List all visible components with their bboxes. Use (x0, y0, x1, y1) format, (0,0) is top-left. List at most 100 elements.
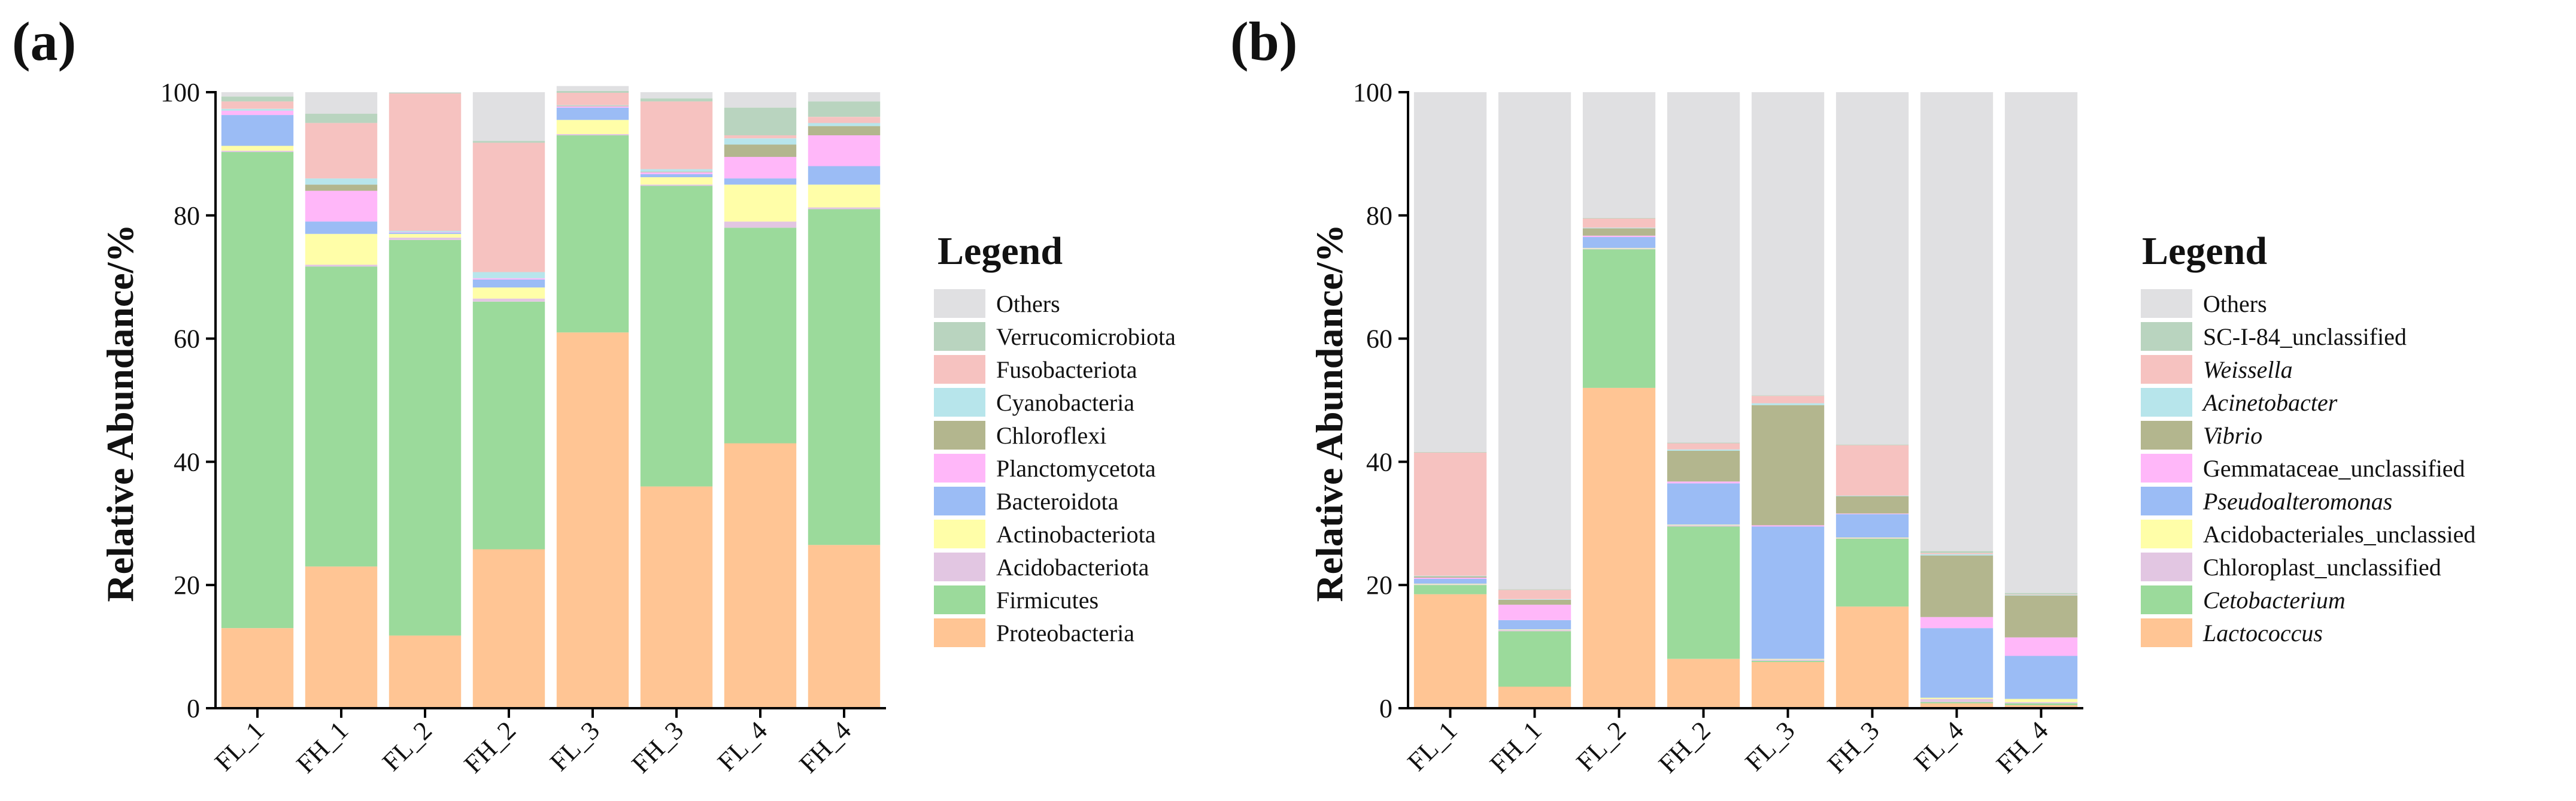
bar-segment-fl-3-chloroflexi (556, 105, 629, 107)
bar-segment-fl-2-planctomycetota (389, 232, 462, 233)
panel-a: (a) Relative Abundance/% FL_1 FH_1 FL_2 FH_… (12, 11, 1176, 779)
bar-segment-fl-3-actinobacteriota (556, 120, 629, 134)
bar-segment-fh-4-chloroplast-unclassified (2004, 702, 2078, 703)
legend-swatch (934, 421, 985, 450)
bar-segment-fl-4-chloroplast-unclassified (1920, 699, 1994, 702)
bar-segment-fh-2-cyanobacteria (472, 272, 545, 278)
legend-swatch (934, 487, 985, 515)
bar-segment-fl-1-pseudoalteromonas (1413, 578, 1487, 584)
bar-segment-fh-3-fusobacteriota (640, 101, 713, 169)
bar-segment-fh-1-firmicutes (305, 266, 378, 567)
bar-segment-fh-4-acidobacteriota (808, 207, 881, 210)
bar-segment-fh-1-bacteroidota (305, 222, 378, 234)
bar-segment-fh-1-fusobacteriota (305, 123, 378, 179)
y-tick-label: 60 (174, 324, 200, 354)
bar-segment-fl-2-cetobacterium (1582, 249, 1656, 388)
bar-segment-fl-1-weissella (1413, 453, 1487, 576)
bar-segment-fl-1-proteobacteria (221, 628, 294, 708)
legend-swatch (934, 618, 985, 647)
panel-a-legend-title: Legend (937, 229, 1063, 273)
legend-label: Acinetobacter (2201, 389, 2338, 416)
bar-segment-fh-1-weissella (1498, 590, 1571, 599)
x-tick-label: FL_2 (377, 715, 438, 776)
bar-segment-fh-1-actinobacteriota (305, 233, 378, 265)
y-tick-label: 40 (174, 447, 200, 477)
bar-segment-fh-3-bacteroidota (640, 174, 713, 177)
bar-segment-fl-3-chloroplast-unclassified (1751, 659, 1825, 661)
bar-segment-fh-4-actinobacteriota (808, 184, 881, 208)
legend-swatch (2141, 322, 2192, 351)
bar-segment-fh-2-firmicutes (472, 301, 545, 550)
bar-segment-fh-2-sc-i-84-unclassified (1667, 442, 1740, 444)
bar-segment-fl-4-fusobacteriota (724, 135, 797, 139)
bar-segment-fh-1-chloroplast-unclassified (1498, 630, 1571, 632)
bar-segment-fh-2-lactococcus (1667, 659, 1740, 708)
bar-segment-fl-1-others (1413, 92, 1487, 452)
bar-segment-fl-4-acinetobacter (1920, 554, 1994, 556)
legend-label: Proteobacteria (996, 620, 1134, 647)
bar-segment-fh-1-cetobacterium (1498, 631, 1571, 687)
bar-segment-fl-3-proteobacteria (556, 332, 629, 708)
bar-segment-fl-4-lactococcus (1920, 703, 1994, 708)
bar-segment-fl-2-weissella (1582, 218, 1656, 228)
bar-segment-fl-3-vibrio (1751, 405, 1825, 526)
bar-segment-fl-4-chloroflexi (724, 144, 797, 157)
legend-label: Chloroflexi (996, 422, 1106, 449)
bar-segment-fh-1-planctomycetota (305, 190, 378, 222)
legend-swatch (934, 289, 985, 318)
bar-segment-fl-1-verrucomicrobiota (221, 96, 294, 102)
bar-segment-fl-1-chloroplast-unclassified (1413, 584, 1487, 585)
bar-segment-fh-3-acidobacteriota (640, 184, 713, 186)
bar-segment-fl-2-others (1582, 92, 1656, 218)
bar-segment-fl-3-pseudoalteromonas (1751, 526, 1825, 659)
bar-segment-fh-2-gemmataceae-unclassified (1667, 481, 1740, 484)
bar-segment-fl-4-pseudoalteromonas (1920, 628, 1994, 698)
legend-swatch (2141, 355, 2192, 384)
bar-segment-fl-1-actinobacteriota (221, 145, 294, 151)
bar-segment-fl-3-cetobacterium (1751, 660, 1825, 662)
bar-segment-fl-3-planctomycetota (556, 106, 629, 108)
legend-swatch (2141, 487, 2192, 515)
bar-segment-fh-2-bacteroidota (472, 279, 545, 288)
legend-swatch (2141, 454, 2192, 483)
bar-segment-fl-4-gemmataceae-unclassified (1920, 617, 1994, 629)
bar-segment-fl-4-cetobacterium (1920, 702, 1994, 703)
bar-segment-fh-3-lactococcus (1835, 606, 1909, 708)
bar-segment-fl-4-sc-i-84-unclassified (1920, 551, 1994, 553)
legend-label: Planctomycetota (996, 455, 1156, 482)
bar-segment-fl-4-cyanobacteria (724, 138, 797, 145)
bar-segment-fh-3-planctomycetota (640, 172, 713, 174)
bar-segment-fh-1-acinetobacter (1498, 599, 1571, 600)
x-tick-label: FL_2 (1570, 715, 1631, 776)
bar-segment-fl-1-vibrio (1413, 576, 1487, 578)
legend-swatch (2141, 421, 2192, 450)
bar-segment-fl-2-pseudoalteromonas (1582, 236, 1656, 248)
bar-segment-fl-4-verrucomicrobiota (724, 107, 797, 135)
legend-swatch (2141, 289, 2192, 318)
panel-b-letter: (b) (1230, 11, 1297, 72)
bar-segment-fl-3-weissella (1751, 396, 1825, 403)
bar-segment-fh-3-firmicutes (640, 186, 713, 487)
legend-label: Lactococcus (2202, 620, 2323, 647)
legend-label: Bacteroidota (996, 488, 1119, 515)
bar-segment-fh-4-bacteroidota (808, 166, 881, 185)
bar-segment-fl-3-acinetobacter (1751, 403, 1825, 405)
bar-segment-fh-2-weissella (1667, 443, 1740, 450)
bar-segment-fh-4-acinetobacter (2004, 594, 2078, 596)
bar-segment-fl-1-acidobacteriota (221, 150, 294, 152)
bar-segment-fh-4-acidobacteriales-unclassied (2004, 699, 2078, 702)
bar-segment-fl-4-acidobacteriales-unclassied (1920, 697, 1994, 699)
panel-a-y-axis-title: Relative Abundance/% (99, 224, 141, 602)
bar-segment-fh-4-weissella (2004, 594, 2078, 595)
panel-b: (b) Relative Abundance/% FL_1 FH_1 FL_2 FH_… (1230, 11, 2475, 779)
panel-a-letter: (a) (12, 11, 76, 72)
bar-segment-fh-4-others (808, 92, 881, 102)
bar-segment-fh-4-vibrio (2004, 595, 2078, 638)
bar-segment-fl-4-others (724, 92, 797, 108)
bar-segment-fl-4-vibrio (1920, 555, 1994, 617)
legend-label: Cetobacterium (2203, 587, 2346, 614)
bar-segment-fh-4-planctomycetota (808, 135, 881, 166)
bar-segment-fl-1-acinetobacter (1413, 575, 1487, 577)
y-tick-label: 80 (174, 201, 200, 230)
legend-label: Actinobacteriota (996, 521, 1156, 548)
